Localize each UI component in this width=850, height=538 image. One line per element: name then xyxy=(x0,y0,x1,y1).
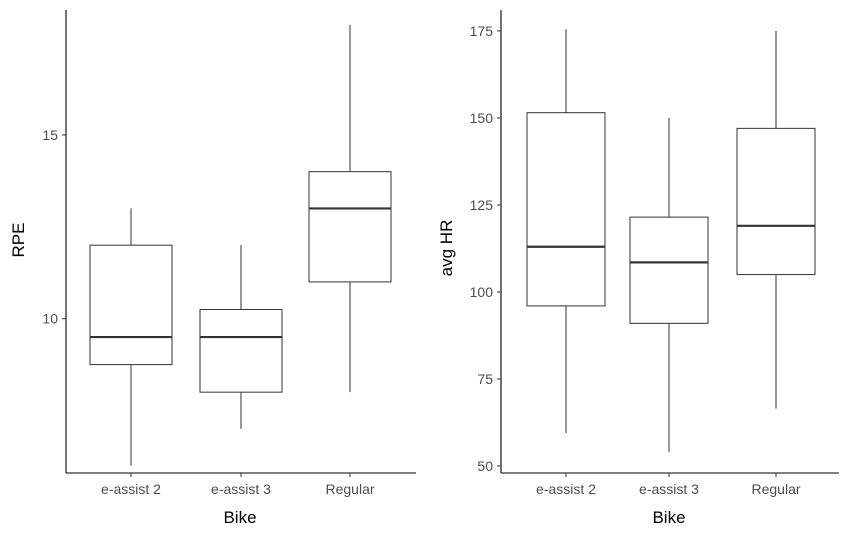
rpe-boxplot-panel: 10 15 e-assist 2 e-assist 3 Regular Bike RPE xyxy=(9,10,416,527)
hr-x-tick-label: e-assist 2 xyxy=(536,481,596,497)
rpe-box-e-assist-3 xyxy=(199,245,283,429)
rpe-x-tick-label: Regular xyxy=(325,481,374,497)
hr-box-regular xyxy=(736,30,816,409)
rpe-iqr-box xyxy=(89,244,173,366)
hr-y-tick-label: 125 xyxy=(470,197,494,213)
hr-box-e-assist-3 xyxy=(629,117,709,453)
hr-x-tick-label: Regular xyxy=(751,481,800,497)
rpe-box-e-assist-2 xyxy=(89,208,173,466)
hr-x-axis-title: Bike xyxy=(652,508,685,527)
hr-y-axis-title: avg HR xyxy=(437,220,456,277)
hr-boxplot-panel: 50 75 100 125 150 175 e-assist 2 e-assist 3 Regu… xyxy=(437,10,839,527)
hr-box-e-assist-2 xyxy=(526,29,606,433)
hr-iqr-box xyxy=(629,216,709,324)
hr-iqr-box xyxy=(526,112,606,307)
rpe-y-axis-title: RPE xyxy=(9,223,28,258)
hr-y-tick-label: 175 xyxy=(470,23,494,39)
hr-y-tick-label: 100 xyxy=(470,284,494,300)
rpe-iqr-box xyxy=(308,171,392,283)
hr-iqr-box xyxy=(736,127,816,276)
hr-y-tick-label: 150 xyxy=(470,110,494,126)
rpe-iqr-box xyxy=(199,308,283,393)
hr-y-tick-label: 75 xyxy=(477,371,493,387)
rpe-x-axis-title: Bike xyxy=(223,508,256,527)
rpe-y-tick-label: 10 xyxy=(42,311,58,327)
hr-y-tick-label: 50 xyxy=(477,458,493,474)
rpe-x-tick-label: e-assist 2 xyxy=(101,481,161,497)
rpe-x-tick-label: e-assist 3 xyxy=(211,481,271,497)
rpe-box-regular xyxy=(308,24,392,393)
rpe-y-tick-label: 15 xyxy=(42,127,58,143)
hr-x-tick-label: e-assist 3 xyxy=(639,481,699,497)
